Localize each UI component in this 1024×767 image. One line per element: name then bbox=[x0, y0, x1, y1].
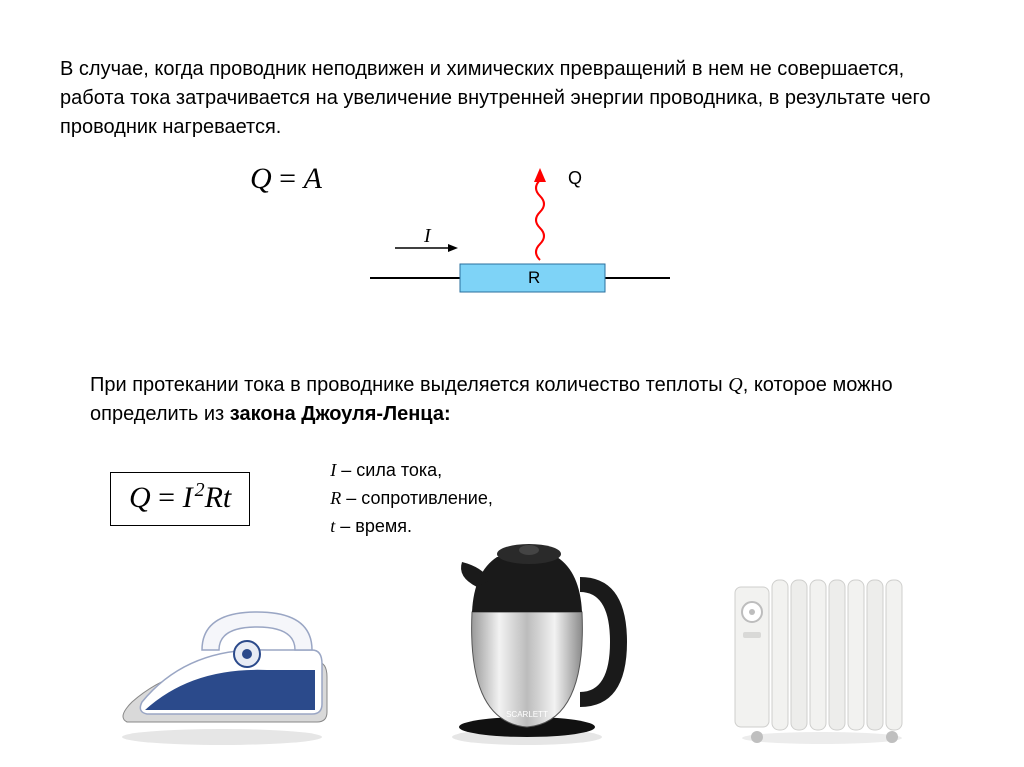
kettle-icon: SCARLETT bbox=[432, 532, 632, 747]
formula-sup: 2 bbox=[195, 479, 205, 501]
resistor-heat-diagram: Q I R bbox=[370, 160, 670, 320]
p2-q: Q bbox=[728, 374, 742, 396]
joule-lenz-paragraph: При протекании тока в проводнике выделяе… bbox=[90, 371, 910, 429]
legend-i: I – сила тока, bbox=[330, 457, 493, 485]
diagram-i-label: I bbox=[424, 225, 431, 248]
formula-qa-q: Q bbox=[250, 162, 272, 195]
joule-lenz-formula-block: Q = I2Rt I – сила тока, R – сопротивлени… bbox=[110, 457, 964, 541]
legend-r: R – сопротивление, bbox=[330, 485, 493, 513]
heater-icon bbox=[727, 562, 917, 747]
heat-arrow-head bbox=[534, 168, 546, 182]
appliance-row: SCARLETT bbox=[0, 532, 1024, 747]
formula-rt: Rt bbox=[205, 481, 232, 514]
iron-icon bbox=[107, 592, 337, 747]
intro-paragraph: В случае, когда проводник неподвижен и х… bbox=[60, 55, 964, 142]
current-arrow-head bbox=[448, 244, 458, 252]
diagram-svg bbox=[370, 160, 670, 320]
p2-pre: При протекании тока в проводнике выделяе… bbox=[90, 374, 728, 396]
p2-bold: закона Джоуля-Ленца: bbox=[230, 403, 451, 425]
formula-legend: I – сила тока, R – сопротивление, t – вр… bbox=[330, 457, 493, 541]
diagram-r-label: R bbox=[528, 268, 540, 288]
heat-squiggle bbox=[536, 180, 544, 260]
joule-lenz-formula: Q = I2Rt bbox=[110, 472, 250, 526]
formula-q: Q bbox=[129, 481, 151, 514]
diagram-q-label: Q bbox=[568, 168, 582, 189]
formula-qa-a: A bbox=[304, 162, 322, 195]
legend-r-sym: R bbox=[330, 488, 341, 508]
formula-qa-eq: = bbox=[272, 162, 304, 195]
legend-r-text: – сопротивление, bbox=[341, 488, 493, 508]
formula-i: I bbox=[183, 481, 193, 514]
legend-i-text: – сила тока, bbox=[336, 460, 442, 480]
formula-eq: = bbox=[151, 481, 183, 514]
svg-text:SCARLETT: SCARLETT bbox=[506, 710, 548, 719]
